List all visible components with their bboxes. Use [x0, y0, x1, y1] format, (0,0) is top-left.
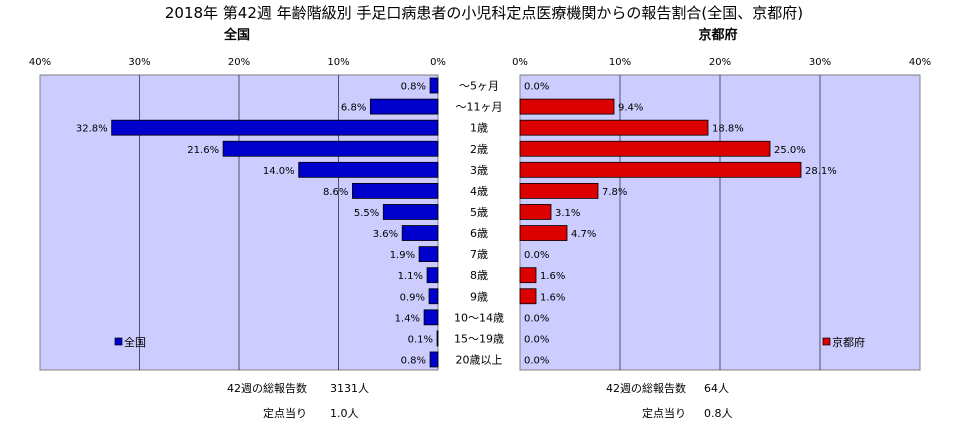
tick-label-national: 30%: [128, 57, 150, 68]
bar-national: [401, 225, 439, 241]
value-label-national: 6.8%: [341, 103, 366, 114]
category-labels: 〜5ヶ月〜11ヶ月 1歳 2歳 3歳 4歳 5歳 6歳 7歳 8歳 9歳 10〜14歳 15〜19歳 2…: [454, 80, 504, 367]
category-label: 8歳: [470, 269, 488, 282]
value-label-national: 1.1%: [398, 271, 423, 282]
summary-total-label-national: 42週の総報告数: [227, 381, 307, 395]
category-label: 6歳: [470, 227, 488, 240]
tick-label-national: 40%: [29, 57, 51, 68]
legend-label-kyoto: 京都府: [832, 335, 865, 349]
category-label: 15〜19歳: [454, 332, 504, 345]
value-label-national: 1.4%: [395, 313, 420, 324]
category-label: 1歳: [470, 122, 488, 135]
summary-total-label-kyoto: 42週の総報告数: [606, 381, 686, 395]
tick-label-national: 10%: [327, 57, 349, 68]
bar-national: [369, 98, 439, 115]
value-label-national: 5.5%: [354, 208, 379, 219]
bar-national: [429, 77, 439, 94]
legend-kyoto: 京都府: [822, 335, 865, 349]
value-label-national: 0.1%: [408, 334, 433, 345]
value-label-kyoto: 1.6%: [540, 271, 565, 282]
value-label-national: 1.9%: [390, 250, 415, 261]
value-label-kyoto: 0.0%: [524, 313, 549, 324]
bar-national: [429, 351, 439, 368]
value-label-national: 8.6%: [323, 187, 348, 198]
summary-total-value-national: 3131人: [330, 382, 369, 395]
bar-national: [298, 161, 439, 178]
bar-kyoto: [519, 140, 771, 157]
legend-swatch-kyoto: [822, 337, 831, 346]
plot-national: 0% 10% 20% 30% 40% 0.8% 6.8% 32.8% 21.6% 14.0% 8.6…: [29, 57, 446, 371]
value-label-kyoto: 9.4%: [618, 103, 643, 114]
tick-label-kyoto: 0%: [512, 57, 528, 68]
category-label: 20歳以上: [456, 353, 503, 366]
summary-per-label-kyoto: 定点当り: [642, 406, 686, 420]
summary-per-label-national: 定点当り: [263, 406, 307, 420]
summary-kyoto: 42週の総報告数 64人 定点当り 0.8人: [606, 381, 733, 420]
category-label: 7歳: [470, 248, 488, 261]
value-label-kyoto: 18.8%: [712, 124, 744, 135]
value-label-kyoto: 28.1%: [805, 166, 837, 177]
chart-title: 2018年 第42週 年齢階級別 手足口病患者の小児科定点医療機関からの報告割合…: [165, 4, 803, 22]
summary-total-value-kyoto: 64人: [704, 382, 729, 395]
bar-national: [382, 204, 439, 220]
bar-national: [352, 182, 439, 199]
bar-national: [418, 246, 439, 263]
bar-kyoto: [519, 98, 615, 115]
panel-title-kyoto: 京都府: [698, 27, 737, 43]
plot-kyoto: 0% 10% 20% 30% 40% 0.0% 9.4% 18.8% 25.0% 28.1% 7.8…: [512, 57, 931, 371]
value-label-kyoto: 0.0%: [524, 82, 549, 93]
category-label: 9歳: [470, 290, 488, 303]
bar-kyoto: [519, 288, 537, 305]
tick-label-national: 20%: [228, 57, 250, 68]
bar-kyoto: [519, 204, 552, 220]
bar-kyoto: [519, 225, 568, 241]
panel-title-national: 全国: [223, 27, 250, 43]
summary-per-value-kyoto: 0.8人: [704, 407, 733, 420]
value-label-kyoto: 7.8%: [602, 187, 627, 198]
value-label-national: 0.8%: [401, 82, 426, 93]
bar-national: [426, 267, 439, 284]
bar-national: [428, 288, 439, 305]
bar-kyoto: [519, 182, 599, 199]
bar-national: [111, 119, 439, 136]
category-label: 10〜14歳: [454, 311, 504, 324]
value-label-kyoto: 0.0%: [524, 334, 549, 345]
legend-swatch-national: [114, 337, 123, 346]
tick-label-kyoto: 10%: [609, 57, 631, 68]
value-label-kyoto: 0.0%: [524, 250, 549, 261]
value-label-kyoto: 3.1%: [555, 208, 580, 219]
category-label: 4歳: [470, 185, 488, 198]
value-label-kyoto: 0.0%: [524, 355, 549, 366]
value-label-national: 14.0%: [263, 166, 295, 177]
value-label-national: 3.6%: [373, 229, 398, 240]
value-label-national: 0.8%: [401, 355, 426, 366]
value-label-kyoto: 1.6%: [540, 292, 565, 303]
value-label-national: 21.6%: [187, 145, 219, 156]
value-label-kyoto: 4.7%: [571, 229, 596, 240]
bar-national: [222, 140, 439, 157]
category-label: 〜5ヶ月: [459, 80, 499, 93]
value-label-national: 0.9%: [400, 292, 425, 303]
tick-label-kyoto: 20%: [709, 57, 731, 68]
bar-kyoto: [519, 267, 537, 284]
tick-label-national: 0%: [430, 57, 446, 68]
bar-national: [423, 309, 439, 326]
category-label: 3歳: [470, 164, 488, 177]
summary-per-value-national: 1.0人: [330, 407, 359, 420]
value-label-kyoto: 25.0%: [774, 145, 806, 156]
tick-label-kyoto: 40%: [909, 57, 931, 68]
legend-national: 全国: [114, 335, 146, 349]
value-label-national: 32.8%: [76, 124, 108, 135]
category-label: 〜11ヶ月: [456, 101, 503, 114]
bar-kyoto: [519, 119, 709, 136]
summary-national: 42週の総報告数 3131人 定点当り 1.0人: [227, 381, 369, 420]
category-label: 2歳: [470, 143, 488, 156]
category-label: 5歳: [470, 206, 488, 219]
bar-national: [436, 330, 439, 347]
legend-label-national: 全国: [124, 335, 146, 349]
tick-label-kyoto: 30%: [809, 57, 831, 68]
bar-kyoto: [519, 161, 802, 178]
